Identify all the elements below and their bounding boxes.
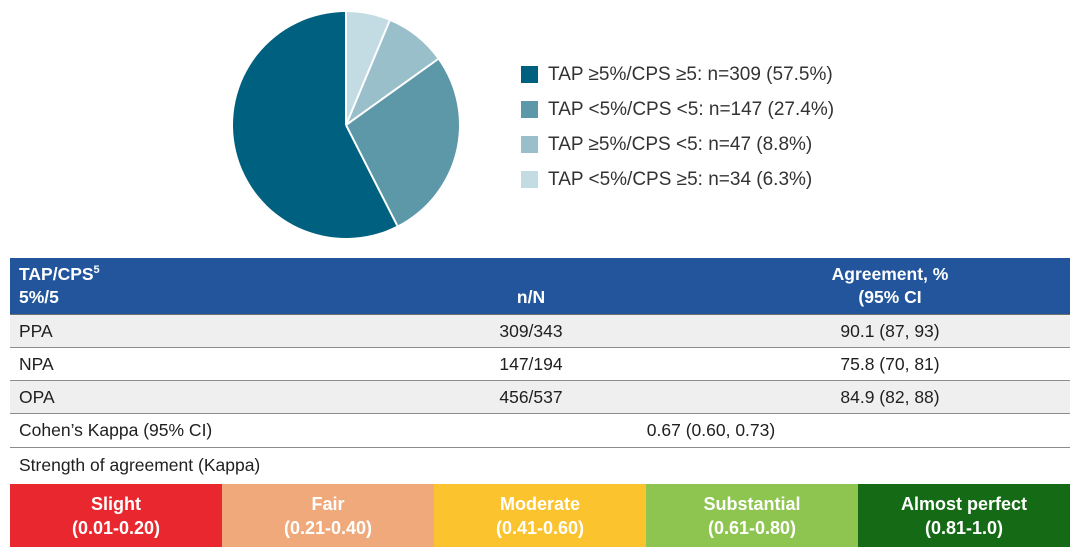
scale-label: Almost perfect [900,493,1028,514]
table-header: TAP/CPS5 5%/5 n/N Agreement, % (95% CI [10,258,1070,315]
scale-segment-slight: Slight (0.01-0.20) [10,484,222,547]
pie-slice-separator [345,20,391,126]
header-line2: (95% CI [858,287,922,307]
legend-label: TAP <5%/CPS <5: n=147 (27.4%) [548,98,835,120]
legend-label: TAP ≥5%/CPS <5: n=47 (8.8%) [548,133,813,155]
pie-chart [229,8,463,242]
pie-slice-separator [345,58,439,126]
pie-slice-separator [345,124,399,227]
pie-slice [346,59,459,226]
pie-section: TAP ≥5%/CPS ≥5: n=309 (57.5%) TAP <5%/CP… [0,0,1080,258]
pie-slice [346,20,438,126]
scale-range: (0.61-0.80) [707,517,797,538]
header-line1: Agreement, % [831,264,949,284]
scale-segment-fair: Fair (0.21-0.40) [222,484,434,547]
table-row-ppa: PPA 309/343 90.1 (87, 93) [10,315,1070,348]
scale-segment-moderate: Moderate (0.41-0.60) [434,484,646,547]
legend-swatch-icon [521,171,538,188]
pie-chart-svg [233,12,459,238]
legend-label: TAP ≥5%/CPS ≥5: n=309 (57.5%) [548,63,833,85]
kappa-value: 0.67 (0.60, 0.73) [646,420,776,440]
scale-label: Substantial [703,493,801,514]
row-agreement: 75.8 (70, 81) [840,353,940,374]
scale-range: (0.21-0.40) [283,517,373,538]
legend-swatch-icon [521,136,538,153]
kappa-label: Cohen’s Kappa (95% CI) [19,420,213,440]
scale-range: (0.81-1.0) [924,517,1004,538]
row-label: OPA [19,386,55,407]
legend-item: TAP <5%/CPS <5: n=147 (27.4%) [521,92,834,127]
row-nn: 456/537 [499,386,563,407]
scale-label: Moderate [499,493,580,514]
legend-item: TAP ≥5%/CPS ≥5: n=309 (57.5%) [521,57,834,92]
strength-label: Strength of agreement (Kappa) [19,454,261,475]
scale-range: (0.41-0.60) [495,517,585,538]
pie-slice [233,12,398,238]
header-cell-nn: n/N [516,287,546,307]
header-line2: 5%/5 [19,287,59,307]
row-label: NPA [19,353,54,374]
row-nn: 147/194 [499,353,563,374]
footnote-marker: 5 [93,264,100,277]
scale-label: Slight [91,493,141,514]
scale-range: (0.01-0.20) [71,517,161,538]
pie-legend: TAP ≥5%/CPS ≥5: n=309 (57.5%) TAP <5%/CP… [521,57,834,197]
agreement-table: TAP/CPS5 5%/5 n/N Agreement, % (95% CI P… [10,258,1070,482]
scale-segment-almost-perfect: Almost perfect (0.81-1.0) [858,484,1070,547]
legend-swatch-icon [521,101,538,118]
row-agreement: 84.9 (82, 88) [840,386,940,407]
row-nn: 309/343 [499,320,563,341]
header-line1: TAP/CPS5 [19,264,100,284]
row-agreement: 90.1 (87, 93) [840,320,940,341]
kappa-strength-scale: Slight (0.01-0.20) Fair (0.21-0.40) Mode… [10,484,1070,547]
cohens-kappa-row: Cohen’s Kappa (95% CI) 0.67 (0.60, 0.73) [10,414,1070,448]
table-row-opa: OPA 456/537 84.9 (82, 88) [10,381,1070,414]
legend-swatch-icon [521,66,538,83]
legend-item: TAP <5%/CPS ≥5: n=34 (6.3%) [521,162,834,197]
scale-label: Fair [311,493,345,514]
legend-label: TAP <5%/CPS ≥5: n=34 (6.3%) [548,168,813,190]
legend-item: TAP ≥5%/CPS <5: n=47 (8.8%) [521,127,834,162]
row-label: PPA [19,320,53,341]
strength-of-agreement-row: Strength of agreement (Kappa) [10,448,1070,482]
table-row-npa: NPA 147/194 75.8 (70, 81) [10,348,1070,381]
scale-segment-substantial: Substantial (0.61-0.80) [646,484,858,547]
header-cell-agreement: Agreement, % (95% CI [710,258,1070,314]
header-cell-tap-cps: TAP/CPS5 5%/5 [10,258,352,314]
